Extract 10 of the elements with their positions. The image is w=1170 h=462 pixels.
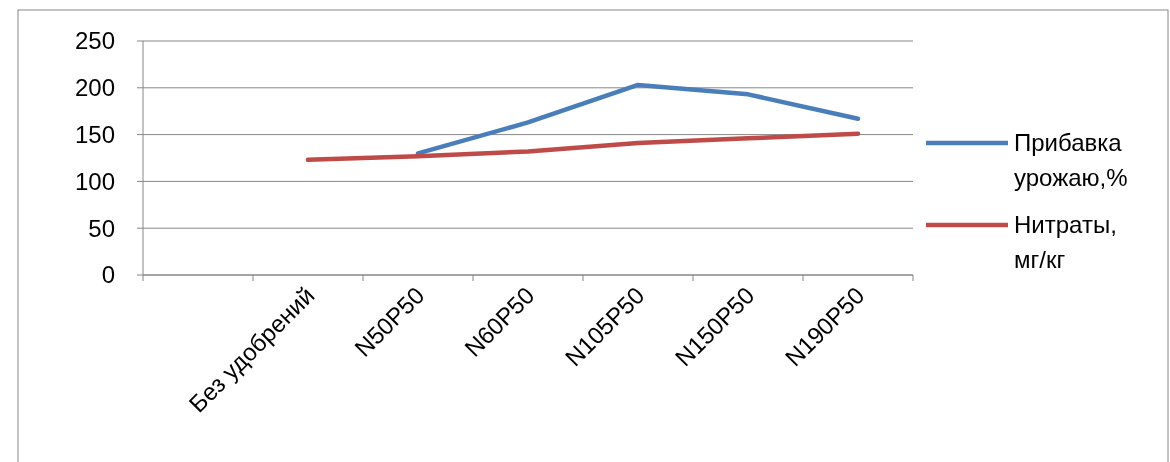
legend-label: Нитраты, мг/кг [1014, 211, 1117, 274]
line-series [305, 131, 861, 163]
legend-label: Прибавка урожаю,% [1014, 129, 1128, 192]
y-tick-label: 50 [88, 214, 115, 242]
y-tick-label: 100 [74, 167, 115, 195]
y-tick-label: 250 [74, 27, 115, 55]
y-tick-label: 150 [74, 121, 115, 148]
y-tick-label: 0 [101, 261, 115, 289]
line-series [415, 82, 861, 156]
y-tick-label: 200 [74, 74, 115, 102]
